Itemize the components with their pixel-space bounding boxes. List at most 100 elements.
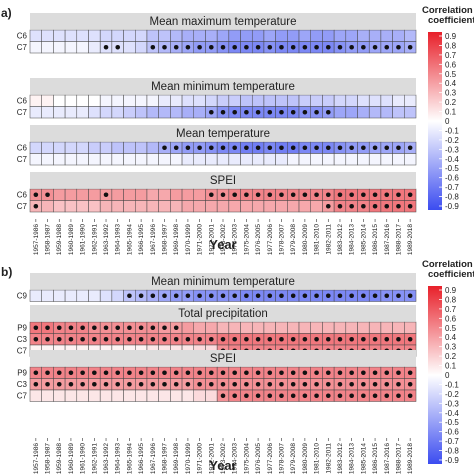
significance-dot — [349, 44, 354, 50]
significance-dot — [407, 381, 413, 387]
significance-dot — [138, 370, 144, 376]
colorbar-tick-label: -0.3 — [445, 145, 459, 154]
heatmap-cell — [310, 94, 323, 107]
heatmap-cell — [333, 106, 347, 119]
x-tick-label: 1983-2012 — [337, 443, 344, 474]
significance-dot — [396, 44, 401, 50]
colorbar-tick-label: 0.6 — [445, 314, 457, 323]
significance-dot — [33, 381, 39, 387]
heatmap-cell — [298, 153, 311, 166]
significance-dot — [302, 44, 308, 50]
heatmap-cell — [216, 321, 230, 334]
significance-dot — [325, 44, 331, 50]
significance-dot — [372, 336, 378, 342]
significance-dot — [290, 393, 296, 399]
row-label: P9 — [17, 369, 27, 378]
significance-dot — [33, 370, 39, 376]
heatmap-cell — [216, 200, 230, 213]
heatmap-cell — [99, 289, 113, 302]
heatmap-cell — [111, 94, 124, 107]
significance-dot — [244, 44, 249, 50]
significance-dot — [173, 325, 179, 331]
significance-dot — [162, 44, 167, 50]
x-tick-label: 1980-2009 — [302, 224, 309, 255]
colorbar-tick-label: 0.9 — [445, 286, 457, 295]
significance-dot — [162, 381, 167, 387]
heatmap-cell — [170, 29, 183, 42]
significance-dot — [115, 370, 121, 376]
heatmap-cell — [76, 106, 89, 119]
significance-dot — [127, 381, 132, 387]
heatmap-cell — [76, 289, 89, 302]
x-tick-label: 1979-2008 — [290, 224, 297, 255]
heatmap-cell — [193, 29, 206, 42]
significance-dot — [138, 381, 144, 387]
x-tick-label: 1970-1999 — [185, 224, 192, 255]
heatmap-cell — [357, 94, 370, 107]
heatmap-cell — [111, 188, 124, 201]
heatmap-cell — [158, 188, 171, 201]
facet-title: SPEI — [210, 175, 236, 187]
significance-dot — [255, 109, 261, 115]
heatmap-cell — [205, 321, 218, 334]
heatmap-cell — [333, 153, 347, 166]
significance-dot — [279, 393, 284, 399]
heatmap-cell — [111, 389, 124, 402]
heatmap-cell — [193, 153, 206, 166]
heatmap-cell — [99, 106, 113, 119]
heatmap-cell — [170, 200, 183, 213]
colorbar-tick-label: 0 — [445, 117, 450, 126]
colorbar-tick-label: 0.9 — [445, 32, 457, 41]
heatmap-cell — [251, 200, 265, 213]
heatmap-cell — [64, 41, 78, 54]
heatmap-cell — [345, 94, 358, 107]
colorbar — [428, 286, 442, 464]
significance-dot — [325, 370, 331, 376]
significance-dot — [290, 370, 296, 376]
heatmap-cell — [158, 94, 171, 107]
heatmap-cell — [64, 200, 78, 213]
significance-dot — [302, 370, 308, 376]
significance-dot — [384, 293, 390, 299]
colorbar-tick-label: 0.5 — [445, 70, 457, 79]
heatmap-cell — [181, 94, 195, 107]
x-tick-label: 1961-1990 — [80, 224, 87, 255]
significance-dot — [361, 381, 366, 387]
significance-dot — [384, 381, 390, 387]
heatmap-cell — [158, 106, 171, 119]
significance-dot — [337, 203, 343, 209]
significance-dot — [162, 336, 167, 342]
heatmap-cell — [287, 29, 300, 42]
colorbar-tick-label: 0 — [445, 371, 450, 380]
heatmap-cell — [29, 389, 42, 402]
heatmap-cell — [29, 41, 42, 54]
x-tick-label: 1985-2014 — [360, 443, 367, 474]
heatmap-cell — [123, 188, 136, 201]
significance-dot — [396, 370, 401, 376]
row-label: C7 — [17, 155, 28, 164]
colorbar-tick-label: -0.6 — [445, 174, 459, 183]
significance-dot — [103, 370, 109, 376]
x-tick-label: 1981-2010 — [314, 443, 321, 474]
significance-dot — [314, 370, 319, 376]
colorbar-tick-label: 0.5 — [445, 324, 457, 333]
significance-dot — [209, 370, 214, 376]
significance-dot — [232, 109, 237, 115]
significance-dot — [361, 293, 366, 299]
facet-strip — [30, 78, 416, 94]
significance-dot — [349, 336, 354, 342]
heatmap-cell — [64, 94, 78, 107]
significance-dot — [232, 393, 237, 399]
heatmap-cell — [29, 141, 42, 154]
significance-dot — [384, 44, 390, 50]
heatmap-cell — [193, 188, 206, 201]
heatmap-cell — [76, 94, 89, 107]
heatmap-cell — [193, 106, 206, 119]
x-tick-label: 1989-2018 — [407, 443, 414, 474]
significance-dot — [197, 44, 202, 50]
significance-dot — [361, 203, 366, 209]
x-tick-label: 1963-1992 — [103, 443, 110, 474]
significance-dot — [372, 393, 378, 399]
